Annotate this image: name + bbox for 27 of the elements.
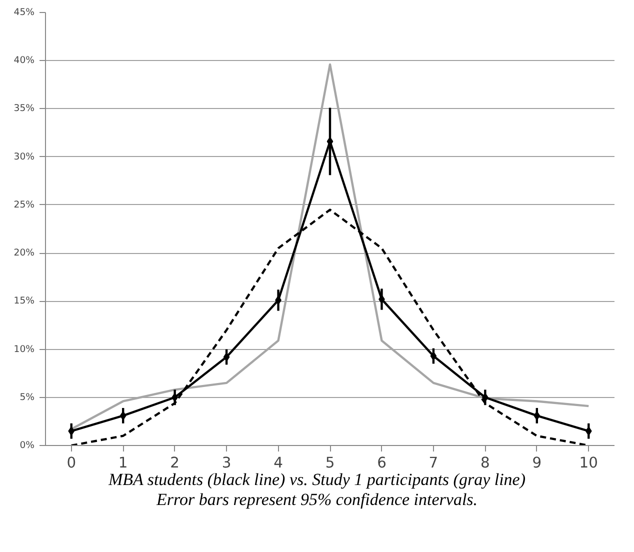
x-tick-label: 8: [480, 454, 490, 472]
x-tick-label: 1: [118, 454, 128, 472]
text: Error bars represent 95% confidence intervals.: [156, 490, 478, 510]
x-tick-label: 0: [66, 454, 76, 472]
text: MBA students (black line) vs. Study 1 participants (gray line): [108, 470, 526, 490]
x-tick-label: 10: [579, 454, 598, 472]
y-tick-label: 45%: [14, 7, 35, 18]
y-tick-label: 5%: [20, 392, 35, 403]
y-tick-label: 0%: [20, 440, 35, 451]
y-tick-label: 15%: [14, 296, 35, 307]
point: [585, 426, 592, 436]
x-tick-label: 5: [325, 454, 335, 472]
x-tick-label: 3: [222, 454, 232, 472]
x-tick-label: 9: [532, 454, 542, 472]
y-tick-label: 10%: [14, 344, 35, 355]
point: [534, 411, 540, 420]
y-tick-label: 35%: [14, 103, 35, 114]
y-tick-label: 20%: [14, 248, 35, 259]
x-tick-label: 2: [170, 454, 180, 472]
x-tick-label: 4: [274, 454, 283, 472]
x-tick-label: 7: [428, 454, 438, 472]
point: [120, 411, 126, 420]
y-tick-label: 25%: [14, 199, 35, 210]
point: [68, 426, 75, 436]
x-tick-label: 6: [377, 454, 386, 472]
y-tick-label: 30%: [14, 151, 35, 162]
y-tick-label: 40%: [14, 55, 35, 66]
